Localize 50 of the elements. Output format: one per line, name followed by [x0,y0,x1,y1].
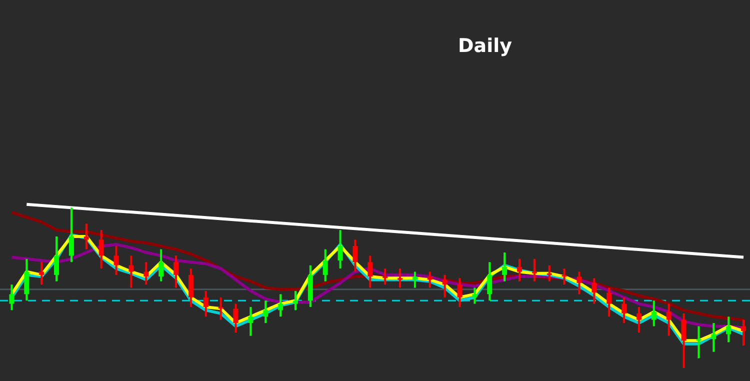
candlestick [502,251,508,282]
candlestick [128,254,134,289]
candlestick [576,270,582,296]
candlestick [158,248,164,282]
candlestick [398,268,403,289]
candlestick [203,290,208,318]
candlestick [666,302,672,337]
candlestick [54,235,60,282]
candlestick [622,296,627,324]
candlestick [24,258,30,302]
candlestick [382,268,388,286]
candlestick [278,293,284,318]
candlestick [606,286,612,318]
candlestick [592,277,597,305]
candlestick [98,229,104,270]
candlestick [292,290,298,312]
candlestick [233,302,238,334]
candlestick [322,248,328,282]
candlestick [114,245,119,276]
candlestick [546,264,552,282]
candlestick [472,286,478,305]
candlestick [352,238,358,273]
candlestick [68,206,74,264]
candlestick [174,254,178,289]
candlestick [651,300,656,328]
candlestick [516,258,522,282]
candlestick [457,277,462,308]
candlestick [84,222,89,250]
candlestick [218,296,224,321]
candlestick [442,274,448,298]
chart-title: Daily [458,35,513,57]
candlestick [248,306,254,337]
candlestick [681,312,686,369]
candlestick [427,270,432,289]
candlestick [412,270,418,289]
candlestick [9,284,14,312]
candlestick [562,268,567,286]
candlestick [711,322,716,353]
candlestick [144,261,149,286]
candlestick [636,306,642,334]
candlestick [532,258,537,282]
candlestick [188,268,194,308]
candlestick [39,261,44,286]
candlestick [368,254,373,289]
candlestick [338,229,343,270]
candlestick [741,318,746,346]
candlestick [696,325,702,360]
candlestick [263,300,268,324]
candlestick [487,261,492,302]
candlestick [726,316,732,344]
